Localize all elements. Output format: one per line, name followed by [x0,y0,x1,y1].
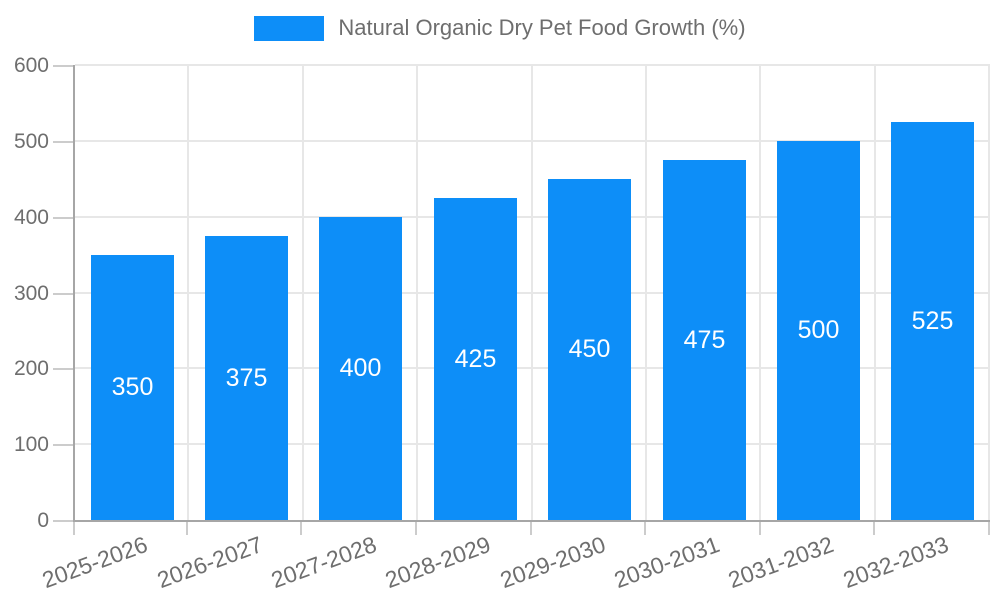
gridline-vertical [187,65,189,520]
y-tick-mark [53,520,73,522]
bar: 375 [205,236,288,520]
bar-value-label: 425 [454,344,497,373]
x-tick-mark [759,522,761,535]
bar-value-label: 450 [568,335,611,363]
gridline-vertical [759,65,761,520]
bar-value-label: 375 [225,363,268,392]
x-tick-mark [186,522,188,535]
bar-value-label: 350 [111,373,154,401]
x-tick-mark [873,522,875,535]
y-axis-label: 300 [13,282,49,305]
bar-value-label: 475 [683,325,726,354]
y-axis-label: 400 [13,206,49,229]
y-axis-label: 500 [13,130,49,153]
legend[interactable]: Natural Organic Dry Pet Food Growth (%) [0,13,1000,43]
bar: 425 [434,198,517,520]
plot-area: 350 375 400 425 450 475 500 525 [73,64,990,522]
y-tick-mark [53,217,73,219]
x-tick-mark [73,522,75,535]
gridline-vertical [988,65,990,520]
legend-swatch [254,15,325,41]
bar-value-label: 500 [797,316,840,344]
y-tick-mark [53,444,73,446]
gridline-vertical [531,65,533,520]
x-tick-mark [415,522,417,535]
legend-label: Natural Organic Dry Pet Food Growth (%) [338,15,746,40]
gridline-vertical [645,65,647,520]
y-axis-label: 100 [13,433,49,456]
y-axis-label: 0 [37,509,49,532]
y-tick-mark [53,141,73,143]
x-tick-mark [530,522,532,535]
y-tick-mark [53,368,73,370]
gridline-vertical [874,65,876,520]
y-axis-label: 200 [13,357,49,380]
y-axis-label: 600 [13,54,49,77]
bar: 525 [891,122,974,520]
y-tick-mark [53,293,73,295]
bar-value-label: 525 [911,306,954,335]
x-tick-mark [644,522,646,535]
gridline-vertical [302,65,304,520]
bar: 500 [777,141,860,520]
bar: 450 [548,179,631,520]
x-tick-mark [988,522,990,535]
bar: 400 [319,217,402,520]
x-tick-mark [300,522,302,535]
bar: 475 [663,160,746,520]
bar: 350 [91,255,174,520]
bar-value-label: 400 [339,354,382,382]
y-tick-mark [53,65,73,67]
gridline-vertical [416,65,418,520]
